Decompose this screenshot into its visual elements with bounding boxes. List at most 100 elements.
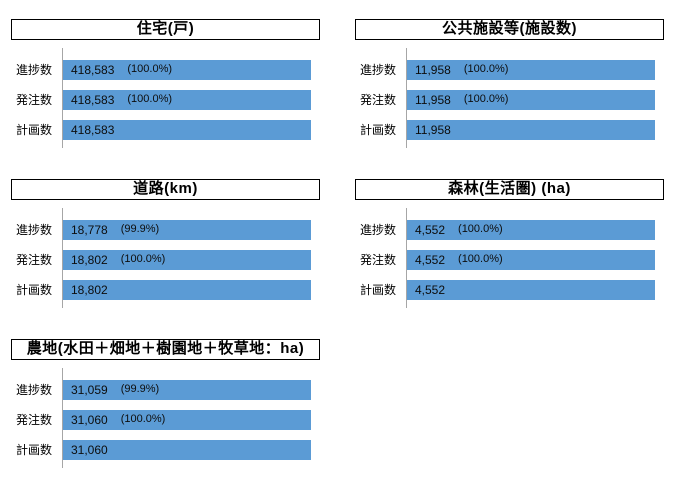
bar-row: 計画数 31,060 [11,440,311,460]
bar-percent-label: (100.0%) [458,253,503,265]
bar: 31,060 (100.0%) [63,410,311,430]
bar-value-label: 11,958 [415,63,451,77]
bar-row: 発注数 31,060 (100.0%) [11,410,311,430]
category-axis-line [406,208,407,308]
bar-row: 発注数 4,552 (100.0%) [355,250,655,270]
bar-value-label: 418,583 [71,123,115,137]
category-label: 進捗数 [15,223,52,237]
bar-value-label: 4,552 [415,253,446,267]
bar-row: 発注数 11,958 (100.0%) [355,90,655,110]
bar-row: 進捗数 4,552 (100.0%) [355,220,655,240]
bar-value-label: 11,958 [415,93,451,107]
bar: 31,060 [63,440,311,460]
bar-value-label: 418,583 [71,63,115,77]
bar: 418,583 (100.0%) [63,90,311,110]
bar: 4,552 (100.0%) [407,250,655,270]
bar-percent-label: (99.9%) [120,383,160,395]
bar-track: 4,552 [407,280,655,300]
bar-track: 4,552 (100.0%) [407,220,655,240]
bar-row: 計画数 18,802 [11,280,311,300]
bar-track: 31,060 (100.0%) [63,410,311,430]
bar-track: 18,778 (99.9%) [63,220,311,240]
bar-value-label: 4,552 [415,223,446,237]
bar: 18,802 (100.0%) [63,250,311,270]
bar: 418,583 [63,120,311,140]
bar-row: 計画数 4,552 [355,280,655,300]
chart-panel: 住宅(戸) 進捗数 418,583 (100.0%) 発注数 418,583 (100.0%… [11,19,323,148]
bar: 4,552 [407,280,655,300]
bar-value-label: 31,060 [71,443,108,457]
chart-title: 森林(生活圏) (ha) [355,179,664,200]
category-label: 発注数 [15,93,52,107]
chart-title: 住宅(戸) [11,19,320,40]
plot-area: 進捗数 18,778 (99.9%) 発注数 18,802 (100.0%) 計画数 18,8… [11,208,323,308]
bar-value-label: 31,060 [71,413,108,427]
bar-value-label: 18,778 [71,223,108,237]
category-label: 進捗数 [359,223,396,237]
category-label: 発注数 [15,413,52,427]
bar-percent-label: (100.0%) [458,223,503,235]
bar-track: 418,583 (100.0%) [63,90,311,110]
bar-percent-label: (100.0%) [127,93,173,105]
bar-track: 31,060 [63,440,311,460]
bar: 18,802 [63,280,311,300]
bar-percent-label: (99.9%) [120,223,160,235]
bar-value-label: 18,802 [71,283,108,297]
chart-panel: 農地(水田＋畑地＋樹園地＋牧草地：ha) 進捗数 31,059 (99.9%) 発注数 3… [11,339,323,468]
bar-track: 18,802 [63,280,311,300]
category-label: 計画数 [15,283,52,297]
chart-title: 公共施設等(施設数) [355,19,664,40]
chart-panel: 公共施設等(施設数) 進捗数 11,958 (100.0%) 発注数 11,958 (100… [355,19,667,148]
bar-value-label: 11,958 [415,123,451,137]
bar-row: 進捗数 418,583 (100.0%) [11,60,311,80]
bar-percent-label: (100.0%) [120,253,166,265]
bar-row: 発注数 18,802 (100.0%) [11,250,311,270]
bar-value-label: 418,583 [71,93,115,107]
category-label: 進捗数 [359,63,396,77]
bar-track: 11,958 (100.0%) [407,60,655,80]
bar-percent-label: (100.0%) [463,93,509,105]
bar-row: 計画数 11,958 [355,120,655,140]
bar-track: 11,958 [407,120,655,140]
bar-track: 418,583 (100.0%) [63,60,311,80]
plot-area: 進捗数 31,059 (99.9%) 発注数 31,060 (100.0%) 計画数 31,0… [11,368,323,468]
category-axis-line [62,208,63,308]
category-axis-line [62,48,63,148]
category-label: 発注数 [359,93,396,107]
bar-row: 発注数 418,583 (100.0%) [11,90,311,110]
bar-track: 418,583 [63,120,311,140]
bar: 18,778 (99.9%) [63,220,311,240]
category-label: 発注数 [359,253,396,267]
chart-panel: 森林(生活圏) (ha) 進捗数 4,552 (100.0%) 発注数 4,552 (100… [355,179,667,308]
bar: 4,552 (100.0%) [407,220,655,240]
bar: 418,583 (100.0%) [63,60,311,80]
bar-percent-label: (100.0%) [463,63,509,75]
bar-row: 計画数 418,583 [11,120,311,140]
bar-row: 進捗数 11,958 (100.0%) [355,60,655,80]
bar-percent-label: (100.0%) [127,63,173,75]
plot-area: 進捗数 11,958 (100.0%) 発注数 11,958 (100.0%) 計画数 11,… [355,48,667,148]
bar-row: 進捗数 18,778 (99.9%) [11,220,311,240]
plot-area: 進捗数 418,583 (100.0%) 発注数 418,583 (100.0%) 計画数 4… [11,48,323,148]
category-axis-line [62,368,63,468]
bar-value-label: 31,059 [71,383,108,397]
bar-track: 4,552 (100.0%) [407,250,655,270]
category-label: 発注数 [15,253,52,267]
category-label: 進捗数 [15,383,52,397]
bar-value-label: 18,802 [71,253,108,267]
plot-area: 進捗数 4,552 (100.0%) 発注数 4,552 (100.0%) 計画数 4,552 [355,208,667,308]
bar-percent-label: (100.0%) [120,413,166,425]
category-label: 進捗数 [15,63,52,77]
bar-row: 進捗数 31,059 (99.9%) [11,380,311,400]
chart-panel: 道路(km) 進捗数 18,778 (99.9%) 発注数 18,802 (100.0%) 計… [11,179,323,308]
bar-track: 31,059 (99.9%) [63,380,311,400]
chart-title: 道路(km) [11,179,320,200]
bar: 31,059 (99.9%) [63,380,311,400]
bar: 11,958 (100.0%) [407,60,655,80]
bar: 11,958 [407,120,655,140]
category-label: 計画数 [15,443,52,457]
category-axis-line [406,48,407,148]
bar-value-label: 4,552 [415,283,446,297]
bar-track: 11,958 (100.0%) [407,90,655,110]
